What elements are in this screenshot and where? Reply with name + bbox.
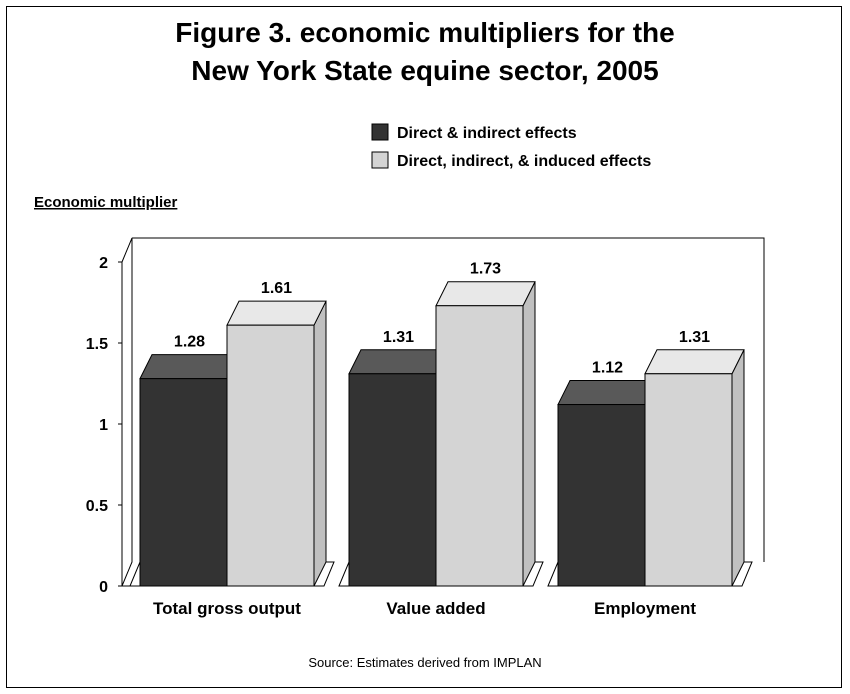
data-label: 1.73	[470, 261, 501, 278]
data-label: 1.12	[592, 360, 623, 377]
bar-total-gross-output-series-1-top	[139, 354, 240, 380]
y-tick-labels: 0 0.5 1 1.5 2	[86, 255, 122, 596]
legend-swatch-direct-indirect-induced	[371, 151, 389, 169]
x-category-label: Total gross output	[153, 599, 301, 618]
bar-total-gross-output-series-2-top	[226, 300, 327, 326]
bar-total-gross-output-series-2-side	[313, 300, 327, 587]
x-category-label: Employment	[594, 599, 696, 618]
chart-title-line-1: Figure 3. economic multipliers for the	[175, 17, 675, 48]
x-category-label: Value added	[386, 599, 485, 618]
legend: Direct & indirect effects Direct, indire…	[371, 123, 651, 170]
chart-title: Figure 3. economic multipliers for the N…	[0, 14, 850, 90]
bar-value-added-series-2-top	[435, 281, 536, 307]
data-label: 1.31	[679, 329, 710, 346]
legend-label-direct-indirect-induced: Direct, indirect, & induced effects	[397, 153, 651, 170]
data-labels: 1.28 1.61 1.31 1.73 1.12 1.31	[174, 261, 710, 377]
side-wall	[121, 237, 133, 587]
y-tick-label: 1.5	[86, 336, 108, 353]
legend-swatch-direct-indirect	[371, 123, 389, 141]
bar-employment-series-2-side	[731, 349, 745, 587]
bar-total-gross-output-series-2	[226, 324, 315, 587]
bar-total-gross-output-series-1	[139, 378, 228, 587]
y-tick-label: 0	[99, 579, 108, 596]
bar-employment-series-1	[557, 404, 646, 587]
bar-value-added-series-1	[348, 373, 437, 587]
bar-value-added-series-2-side	[522, 281, 536, 587]
y-tick-label: 1	[99, 417, 108, 434]
data-label: 1.61	[261, 280, 292, 297]
bar-value-added-series-2	[435, 305, 524, 587]
source-note: Source: Estimates derived from IMPLAN	[308, 655, 542, 670]
bar-employment-series-2-top	[644, 349, 745, 375]
y-tick-label: 0.5	[86, 498, 108, 515]
back-wall-edge	[132, 237, 765, 562]
chart-bars	[129, 281, 753, 587]
chart-title-line-2: New York State equine sector, 2005	[191, 55, 659, 86]
chart-axes	[121, 237, 765, 587]
bar-value-added-series-1-top	[348, 349, 449, 375]
legend-label-direct-indirect: Direct & indirect effects	[397, 125, 577, 142]
bar-employment-series-2	[644, 373, 733, 587]
x-category-labels: Total gross output Value added Employment	[153, 599, 696, 618]
data-label: 1.31	[383, 329, 414, 346]
data-label: 1.28	[174, 334, 205, 351]
y-axis-title: Economic multiplier	[34, 194, 178, 211]
y-tick-label: 2	[99, 255, 108, 272]
bar-employment-series-1-top	[557, 380, 658, 406]
